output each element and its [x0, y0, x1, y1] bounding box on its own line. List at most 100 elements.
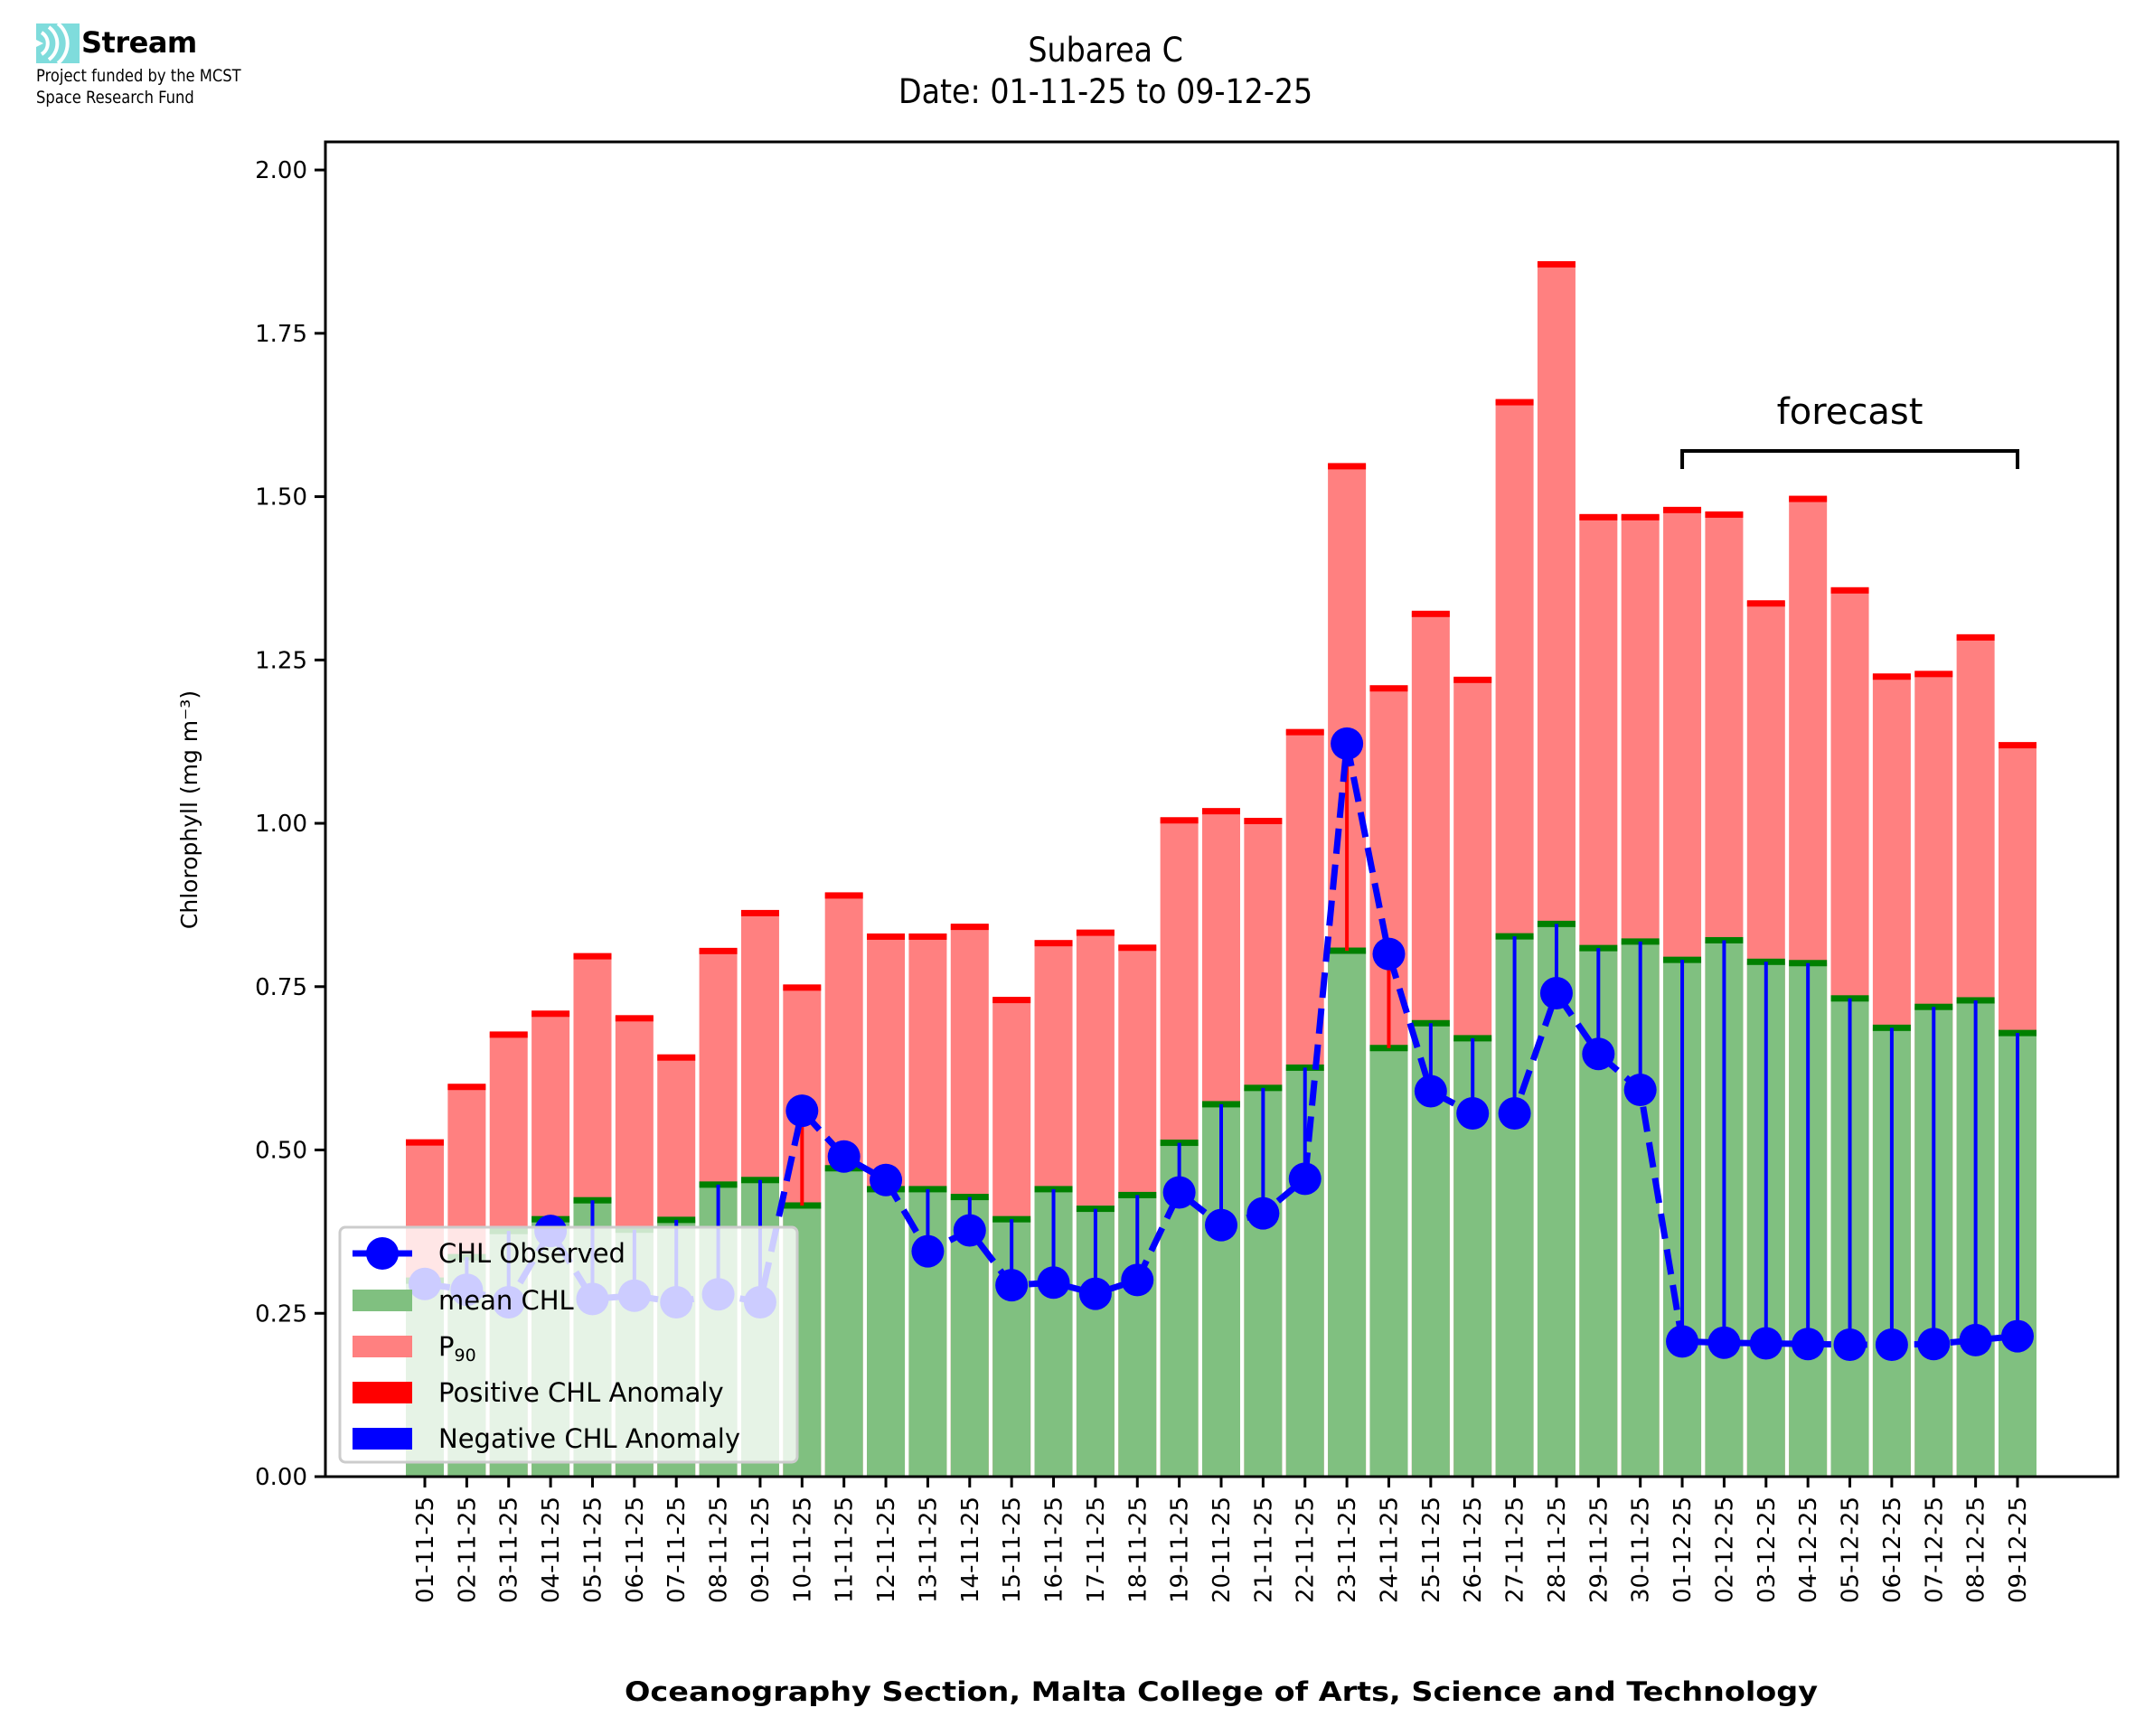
- x-tick-label: 10-11-25: [789, 1497, 816, 1603]
- y-tick-label: 0.75: [255, 974, 307, 1001]
- x-tick-label: 08-12-25: [1963, 1497, 1990, 1603]
- x-tick-label: 16-11-25: [1041, 1497, 1068, 1603]
- p90-cap: [1746, 600, 1785, 607]
- x-tick-label: 01-12-25: [1670, 1497, 1697, 1603]
- x-tick-label: 26-11-25: [1460, 1497, 1487, 1603]
- x-tick-label: 28-11-25: [1544, 1497, 1571, 1603]
- p90-cap: [699, 947, 738, 954]
- observed-point: [1623, 1074, 1657, 1107]
- legend-observed-marker-icon: [366, 1237, 399, 1270]
- p90-cap: [1202, 808, 1240, 815]
- p90-cap: [1956, 633, 1995, 641]
- x-tick-label: 18-11-25: [1124, 1497, 1152, 1603]
- p90-cap: [1579, 513, 1618, 521]
- p90-cap: [1076, 929, 1115, 936]
- p90-cap: [992, 997, 1031, 1004]
- observed-point: [1875, 1328, 1908, 1361]
- x-tick-label: 13-11-25: [915, 1497, 942, 1603]
- observed-point: [1288, 1162, 1322, 1196]
- observed-point: [1833, 1328, 1867, 1361]
- x-tick-label: 24-11-25: [1376, 1497, 1403, 1603]
- observed-point: [1414, 1074, 1447, 1108]
- observed-point: [1666, 1325, 1699, 1358]
- x-tick-label: 02-11-25: [454, 1497, 481, 1603]
- y-tick-label: 2.00: [255, 157, 307, 184]
- mean-bar: [1369, 1047, 1408, 1477]
- observed-point: [1749, 1327, 1782, 1360]
- legend-swatch-icon: [353, 1382, 412, 1403]
- legend-label: CHL Observed: [438, 1238, 626, 1269]
- p90-cap: [1328, 463, 1367, 470]
- p90-cap: [1118, 944, 1157, 952]
- y-tick-label: 1.50: [255, 484, 307, 511]
- observed-point: [1078, 1277, 1112, 1310]
- p90-cap: [783, 984, 822, 991]
- y-tick-label: 0.25: [255, 1300, 307, 1328]
- p90-cap: [1537, 261, 1576, 268]
- p90-cap: [1495, 399, 1534, 406]
- observed-point: [870, 1163, 903, 1196]
- p90-cap: [824, 892, 863, 899]
- observed-point: [1372, 937, 1406, 971]
- x-tick-label: 06-12-25: [1879, 1497, 1906, 1603]
- mean-bar: [867, 1188, 906, 1477]
- x-tick-label: 20-11-25: [1209, 1497, 1236, 1603]
- p90-cap: [406, 1139, 444, 1146]
- axes: 0.00 0.25 0.50 0.75 1.00 1.25 1.50 1.75 2.00 01-1…: [255, 140, 2120, 1603]
- observed-point: [1162, 1176, 1196, 1209]
- legend-box: [338, 1225, 799, 1464]
- p90-cap: [1369, 685, 1408, 692]
- legend-label-subscript: 90: [455, 1346, 476, 1365]
- observed-point: [1959, 1323, 1992, 1356]
- x-tick-label: 12-11-25: [873, 1497, 900, 1603]
- x-tick-label: 09-11-25: [748, 1497, 775, 1603]
- p90-cap: [740, 909, 779, 916]
- x-tick-label: 08-11-25: [706, 1497, 733, 1603]
- logo-subtitle-line: Project funded by the MCST: [36, 66, 241, 86]
- observed-point: [1037, 1266, 1070, 1300]
- logo-name: Stream: [81, 25, 197, 60]
- p90-cap: [531, 1010, 570, 1018]
- observed-point: [1792, 1328, 1825, 1361]
- y-tick-label: 1.75: [255, 321, 307, 348]
- x-tick-label: 09-12-25: [2005, 1497, 2032, 1603]
- x-tick-label: 07-11-25: [663, 1497, 691, 1603]
- x-tick-label: 17-11-25: [1083, 1497, 1110, 1603]
- y-tick-label: 0.00: [255, 1464, 307, 1491]
- observed-point: [2001, 1319, 2034, 1353]
- x-tick-label: 15-11-25: [999, 1497, 1026, 1603]
- p90-cap: [1705, 511, 1744, 518]
- p90-cap: [950, 924, 989, 931]
- p90-cap: [1663, 506, 1702, 513]
- p90-cap: [908, 933, 947, 940]
- x-tick-label: 04-11-25: [538, 1497, 565, 1603]
- p90-cap: [573, 952, 612, 960]
- y-tick-label: 1.00: [255, 811, 307, 838]
- forecast-bracket: [1680, 448, 2019, 469]
- p90-cap: [1411, 610, 1450, 617]
- x-tick-label: 30-11-25: [1628, 1497, 1655, 1603]
- legend-label: mean CHL: [438, 1285, 574, 1316]
- legend-label: Negative CHL Anomaly: [438, 1423, 740, 1454]
- p90-cap: [1999, 742, 2036, 749]
- p90-cap: [867, 933, 906, 940]
- x-tick-label: 21-11-25: [1250, 1497, 1277, 1603]
- observed-point: [1917, 1328, 1951, 1361]
- y-tick-label: 0.50: [255, 1138, 307, 1165]
- p90-cap: [1789, 495, 1828, 502]
- x-tick-label: 02-12-25: [1711, 1497, 1738, 1603]
- x-tick-label: 29-11-25: [1585, 1497, 1613, 1603]
- p90-cap: [1914, 671, 1953, 678]
- logo-subtitle: Project funded by the MCST Space Researc…: [36, 65, 241, 108]
- p90-cap: [657, 1054, 696, 1061]
- p90-cap: [615, 1015, 654, 1022]
- observed-point: [953, 1214, 986, 1247]
- x-tick-label: 27-11-25: [1502, 1497, 1529, 1603]
- forecast-label: forecast: [1777, 391, 1924, 433]
- mean-bar: [1328, 951, 1367, 1477]
- stream-waves-icon: [36, 23, 80, 63]
- observed-point: [827, 1140, 861, 1173]
- observed-point: [995, 1269, 1029, 1302]
